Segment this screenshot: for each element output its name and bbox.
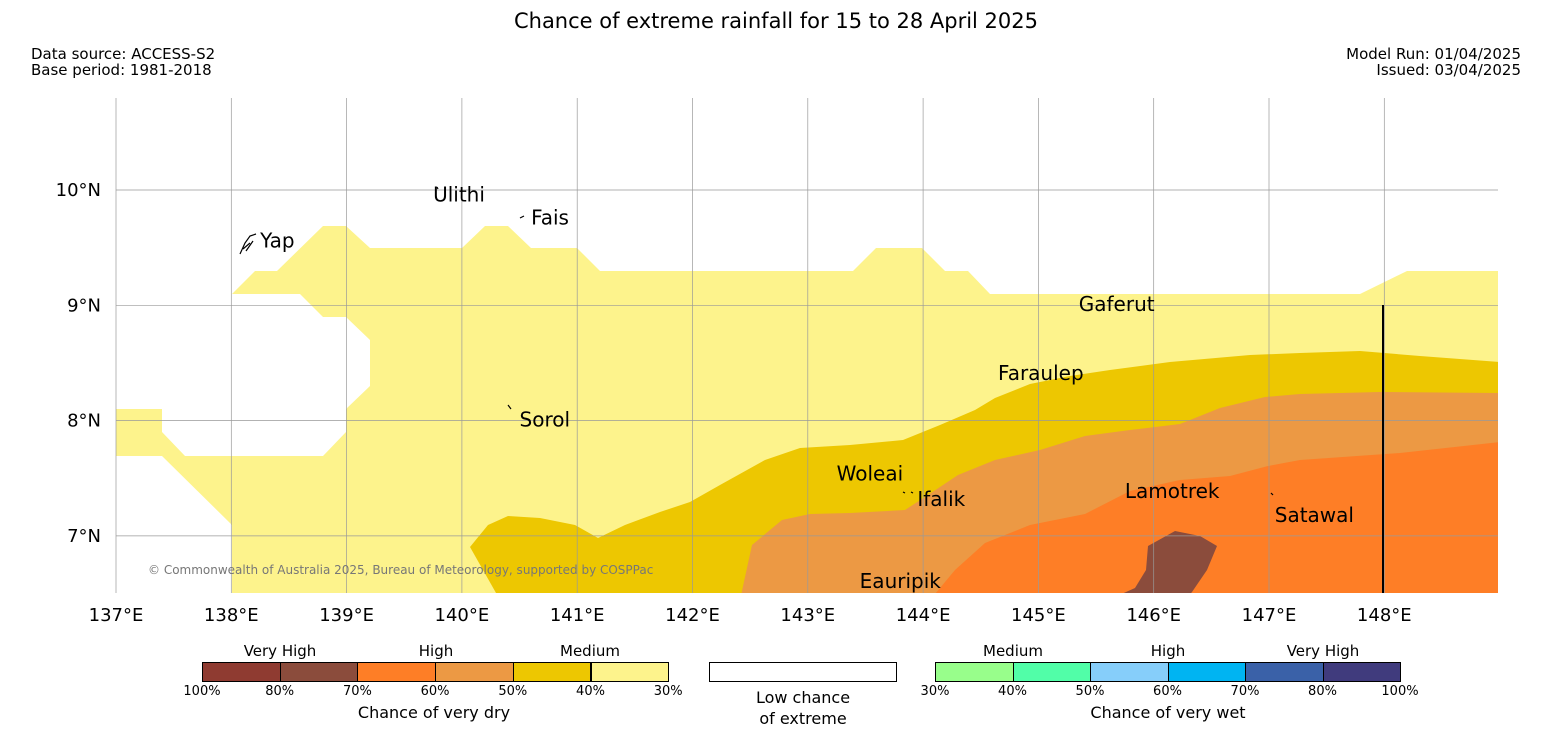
longitude-tick-label: 143°E: [780, 605, 835, 626]
place-label-ulithi: Ulithi: [433, 183, 485, 207]
legend-tick-label: 100%: [183, 684, 221, 699]
place-label-yap: Yap: [259, 229, 294, 253]
rainfall-map: Ulithi Fais Yap Gaferut Faraulep Sorol Woleai I…: [56, 98, 1498, 626]
longitude-tick-label: 140°E: [435, 605, 490, 626]
ulithi-island-shape: [436, 186, 439, 190]
place-label-fais: Fais: [531, 206, 569, 230]
legend-swatch: [1012, 662, 1091, 682]
longitude-tick-label: 147°E: [1242, 605, 1297, 626]
ifalik-island-shape: [902, 491, 914, 494]
legend-tick-label: 60%: [420, 684, 450, 699]
yap-island-shape: [239, 233, 257, 255]
legend-tick-label: 80%: [265, 684, 295, 699]
dry-caption: Chance of very dry: [357, 703, 511, 722]
place-label-eauripik: Eauripik: [860, 569, 942, 593]
legend-tick-label: 40%: [998, 684, 1027, 699]
wet-caption: Chance of very wet: [1090, 703, 1246, 722]
legend-tick-label: 70%: [342, 684, 372, 699]
place-label-satawal: Satawal: [1275, 503, 1354, 527]
legend-swatch: [202, 662, 281, 682]
legend-swatch: [1245, 662, 1324, 682]
legend-swatch: [279, 662, 359, 682]
dry-cat-medium: Medium: [560, 642, 620, 660]
latitude-labels: 10°N 9°N 8°N 7°N: [56, 180, 101, 547]
island-marks: [239, 186, 1274, 496]
longitude-tick-label: 141°E: [550, 605, 605, 626]
longitude-tick-label: 144°E: [896, 605, 951, 626]
place-label-faraulep: Faraulep: [998, 361, 1084, 385]
legend-tick-label: 60%: [1153, 684, 1182, 699]
graticule: [115, 98, 1498, 593]
legend-swatch: [1322, 662, 1401, 682]
legend-tick-label: 70%: [1230, 684, 1260, 699]
longitude-tick-label: 139°E: [319, 605, 374, 626]
run-info: Model Run: 01/04/2025 Issued: 03/04/2025: [1346, 46, 1521, 78]
fais-island-shape: [519, 215, 525, 219]
legend-tick-label: 40%: [576, 684, 605, 699]
place-label-woleai: Woleai: [837, 462, 904, 486]
latitude-tick-label: 9°N: [67, 295, 101, 316]
latitude-tick-label: 8°N: [67, 411, 101, 432]
place-label-ifalik: Ifalik: [917, 487, 965, 511]
low-chance-swatch: [709, 662, 897, 682]
place-label-sorol: Sorol: [520, 407, 571, 431]
longitude-tick-label: 142°E: [665, 605, 720, 626]
legend-tick-label: 80%: [1308, 684, 1337, 699]
low-chance-caption-2: of extreme: [759, 709, 847, 728]
latitude-tick-label: 10°N: [56, 180, 101, 201]
wet-cat-very-high: Very High: [1286, 642, 1360, 660]
legend-tick-label: 30%: [653, 684, 683, 699]
longitude-tick-label: 146°E: [1126, 605, 1181, 626]
probability-regions: [116, 226, 1498, 593]
model-run-text: Model Run: 01/04/2025: [1346, 45, 1521, 63]
dry-cat-high: High: [418, 642, 454, 660]
longitude-labels: 137°E 138°E 139°E 140°E 141°E 142°E 143°E 144°E…: [89, 605, 1412, 626]
region-dry-70-80: [1123, 531, 1217, 593]
legend-swatch: [435, 662, 514, 682]
page-title: Chance of extreme rainfall for 15 to 28 …: [513, 9, 1039, 33]
source-info: Data source: ACCESS-S2 Base period: 1981…: [31, 46, 215, 78]
place-label-gaferut: Gaferut: [1079, 292, 1155, 316]
sorol-island-shape: [507, 404, 512, 410]
longitude-tick-label: 148°E: [1357, 605, 1412, 626]
place-label-lamotrek: Lamotrek: [1125, 479, 1220, 503]
issued-text: Issued: 03/04/2025: [1376, 61, 1521, 79]
legend-swatch: [1167, 662, 1246, 682]
legend-tick-label: 100%: [1381, 684, 1419, 699]
longitude-tick-label: 138°E: [204, 605, 259, 626]
data-source-text: Data source: ACCESS-S2: [31, 45, 216, 63]
place-labels: Ulithi Fais Yap Gaferut Faraulep Sorol Woleai I…: [259, 183, 1354, 593]
longitude-tick-label: 145°E: [1011, 605, 1066, 626]
longitude-tick-label: 137°E: [89, 605, 144, 626]
wet-cat-medium: Medium: [983, 642, 1043, 660]
legend-tick-label: 50%: [1075, 684, 1105, 699]
legend-swatch: [590, 662, 670, 682]
legend-swatch: [935, 662, 1014, 682]
satawal-island-shape: [1270, 492, 1274, 496]
region-dry-60-70: [935, 442, 1498, 593]
legend-tick-label: 30%: [920, 684, 950, 699]
legend-swatch: [357, 662, 437, 682]
dry-cat-very-high: Very High: [243, 642, 317, 660]
legend-swatch: [1090, 662, 1169, 682]
wet-cat-high: High: [1150, 642, 1186, 660]
base-period-text: Base period: 1981-2018: [31, 61, 212, 79]
legend-swatch: [512, 662, 592, 682]
copyright-text: © Commonwealth of Australia 2025, Bureau…: [148, 563, 653, 577]
latitude-tick-label: 7°N: [67, 526, 101, 547]
legend-tick-label: 50%: [498, 684, 528, 699]
low-chance-caption-1: Low chance: [755, 688, 851, 707]
